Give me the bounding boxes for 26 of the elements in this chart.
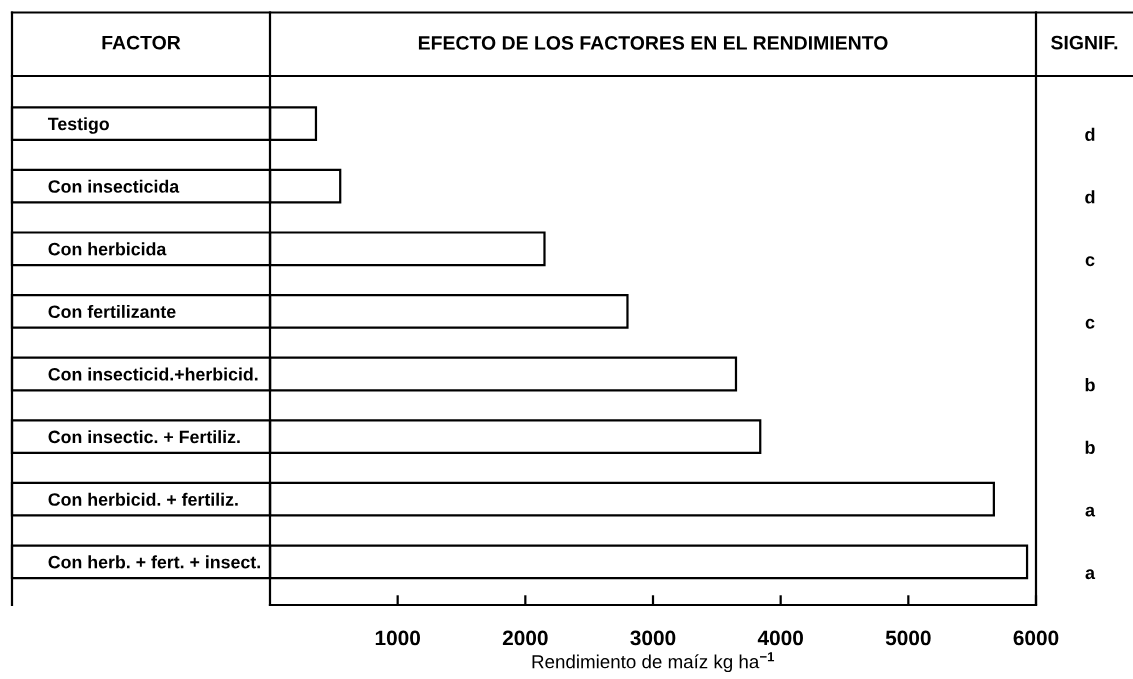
x-axis-title: Rendimiento de maíz kg ha$^{−1}$	[532, 652, 775, 673]
y-tick-label: Con herbicida	[48, 242, 167, 256]
x-tick-label: 6000	[1013, 630, 1059, 646]
y-tick-label: Con insecticid.+herbicid.	[48, 367, 258, 381]
text: FACTOR	[102, 35, 181, 50]
text: c	[1085, 256, 1095, 267]
text: b	[1085, 440, 1095, 454]
y-tick-label: Testigo	[47, 117, 109, 134]
y-tick-label: Con herb. + fert. + insect.	[48, 555, 260, 569]
text: a	[1085, 506, 1096, 517]
y-tick-label: Con fertilizante	[48, 304, 176, 319]
x-tick-label: 4000	[757, 630, 803, 646]
text: SIGNIF.	[1051, 35, 1118, 50]
chart-title: EFECTO DE LOS FACTORES EN EL RENDIMIENTO	[418, 36, 888, 50]
text: d	[1085, 127, 1095, 141]
x-tick-label: 1000	[375, 630, 420, 646]
text: c	[1085, 318, 1095, 329]
text: a	[1085, 569, 1096, 580]
x-tick-label: 5000	[885, 630, 931, 646]
text: d	[1085, 190, 1095, 204]
x-tick-label: 2000	[502, 630, 548, 646]
y-tick-label: Con insectic. + Fertiliz.	[48, 430, 240, 444]
x-tick-label: 3000	[630, 630, 676, 646]
y-tick-label: Con herbicid. + fertiliz.	[48, 492, 238, 506]
y-tick-label: Con insecticida	[48, 179, 180, 193]
text: b	[1085, 378, 1095, 392]
